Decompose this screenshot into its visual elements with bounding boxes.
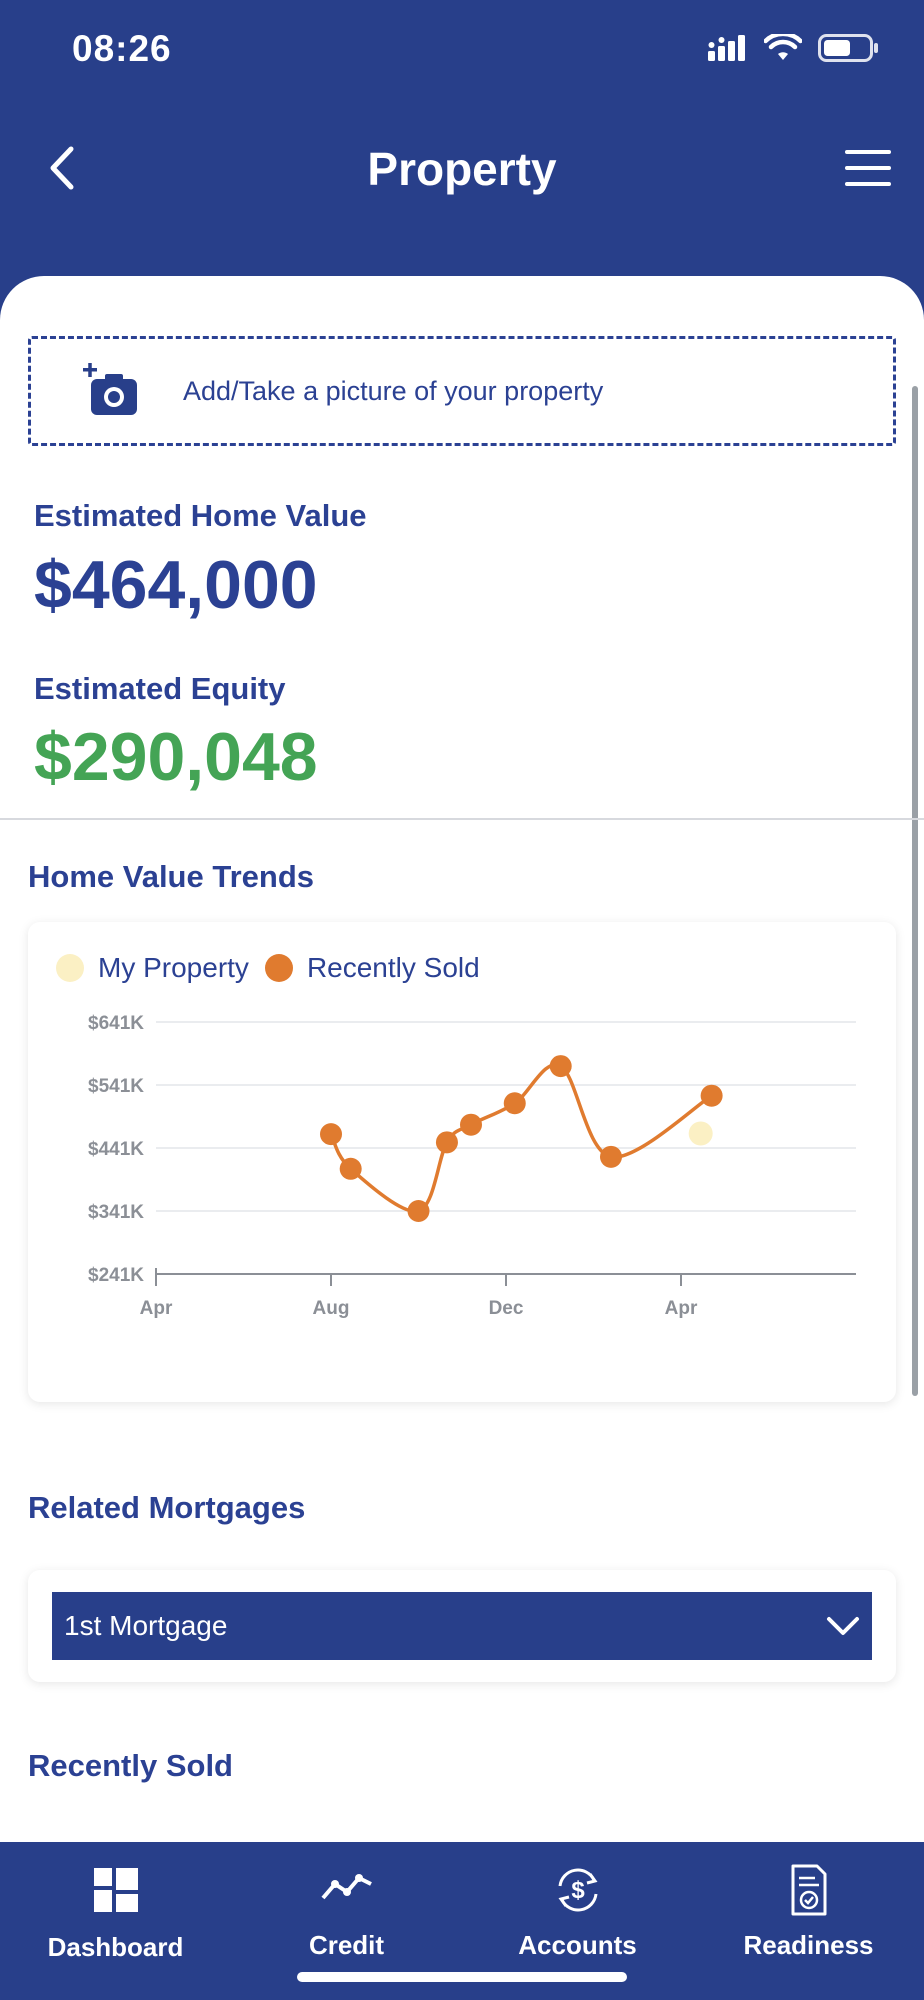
back-button[interactable] (32, 138, 92, 198)
content-sheet[interactable]: Add/Take a picture of your property Esti… (0, 276, 924, 1842)
recently-sold-title: Recently Sold (28, 1748, 233, 1783)
tab-bar: Dashboard Credit $ Accounts Readiness (0, 1842, 924, 2000)
accounts-dollar-icon: $ (557, 1868, 598, 1912)
tab-readiness-label: Readiness (743, 1930, 874, 1960)
recently-sold-point (320, 1123, 342, 1146)
tab-readiness[interactable]: Readiness (693, 1842, 924, 2000)
x-tick-label: Dec (489, 1298, 524, 1319)
recently-sold-point (460, 1113, 482, 1136)
chevron-left-icon (50, 146, 74, 190)
x-tick-label: Apr (665, 1298, 698, 1319)
divider (0, 818, 924, 820)
scrollbar[interactable] (912, 386, 918, 1396)
recently-sold-point (549, 1055, 572, 1078)
battery-icon (818, 34, 878, 62)
trends-title: Home Value Trends (28, 859, 314, 894)
y-tick-label: $241K (88, 1265, 144, 1286)
home-value-chart: $241K $341K $441K $541K $641K Apr Aug Dec Apr (88, 1013, 856, 1319)
home-indicator (297, 1972, 627, 1982)
y-tick-label: $541K (88, 1076, 144, 1097)
add-camera-icon (83, 363, 139, 419)
legend-my-property[interactable]: My Property (56, 952, 249, 984)
legend-recently-sold[interactable]: Recently Sold (264, 952, 480, 984)
equity-label: Estimated Equity (34, 671, 286, 706)
x-tick-label: Aug (313, 1298, 350, 1319)
dashboard-icon (93, 1868, 138, 1912)
hamburger-menu-icon (845, 150, 891, 186)
svg-text:$: $ (571, 1877, 585, 1904)
wifi-icon (764, 34, 802, 60)
tab-accounts-label: Accounts (518, 1930, 637, 1960)
tab-credit[interactable]: Credit (231, 1842, 462, 2000)
mortgage-card: 1st Mortgage (28, 1570, 896, 1682)
home-value-chart-card: My Property Recently Sold $241K $341K $441… (28, 922, 896, 1402)
recently-sold-point (407, 1200, 430, 1222)
home-value-label: Estimated Home Value (34, 498, 367, 533)
my-property-point (688, 1121, 713, 1146)
status-icons (708, 34, 880, 62)
readiness-document-icon (791, 1864, 826, 1916)
y-tick-label: $641K (88, 1013, 144, 1034)
recently-sold-point (339, 1157, 362, 1180)
nav-bar: Property (0, 120, 924, 220)
tab-dashboard[interactable]: Dashboard (0, 1842, 231, 2000)
recently-sold-point (600, 1145, 622, 1168)
cellular-signal-icon (708, 35, 745, 61)
y-tick-label: $441K (88, 1139, 144, 1160)
chevron-down-icon (827, 1617, 859, 1635)
menu-button[interactable] (838, 138, 898, 198)
mortgage-dropdown[interactable]: 1st Mortgage (52, 1592, 872, 1660)
tab-dashboard-label: Dashboard (47, 1932, 184, 1962)
status-time: 08:26 (72, 28, 172, 69)
recently-sold-point (503, 1092, 526, 1115)
y-tick-label: $341K (88, 1202, 144, 1223)
tab-credit-label: Credit (308, 1930, 385, 1960)
my-property-swatch (56, 954, 84, 982)
recently-sold-point (700, 1084, 723, 1107)
equity-amount: $290,048 (34, 719, 318, 795)
recently-sold-swatch (264, 954, 293, 982)
tab-accounts[interactable]: $ Accounts (462, 1842, 693, 2000)
legend-recently-sold-label: Recently Sold (306, 952, 480, 983)
page-title: Property (367, 143, 557, 195)
credit-trend-icon (320, 1874, 372, 1900)
legend-my-property-label: My Property (98, 952, 249, 983)
add-photo-label: Add/Take a picture of your property (183, 375, 604, 406)
recently-sold-point (435, 1131, 458, 1154)
x-tick-label: Apr (140, 1298, 173, 1319)
home-value-amount: $464,000 (34, 547, 318, 623)
mortgages-title: Related Mortgages (28, 1490, 306, 1525)
recently-sold-line (329, 1063, 713, 1213)
chart-legend: My Property Recently Sold (56, 952, 496, 984)
status-bar: 08:26 (0, 0, 924, 100)
add-photo-button[interactable]: Add/Take a picture of your property (28, 336, 896, 446)
mortgage-dropdown-value: 1st Mortgage (64, 1610, 228, 1641)
